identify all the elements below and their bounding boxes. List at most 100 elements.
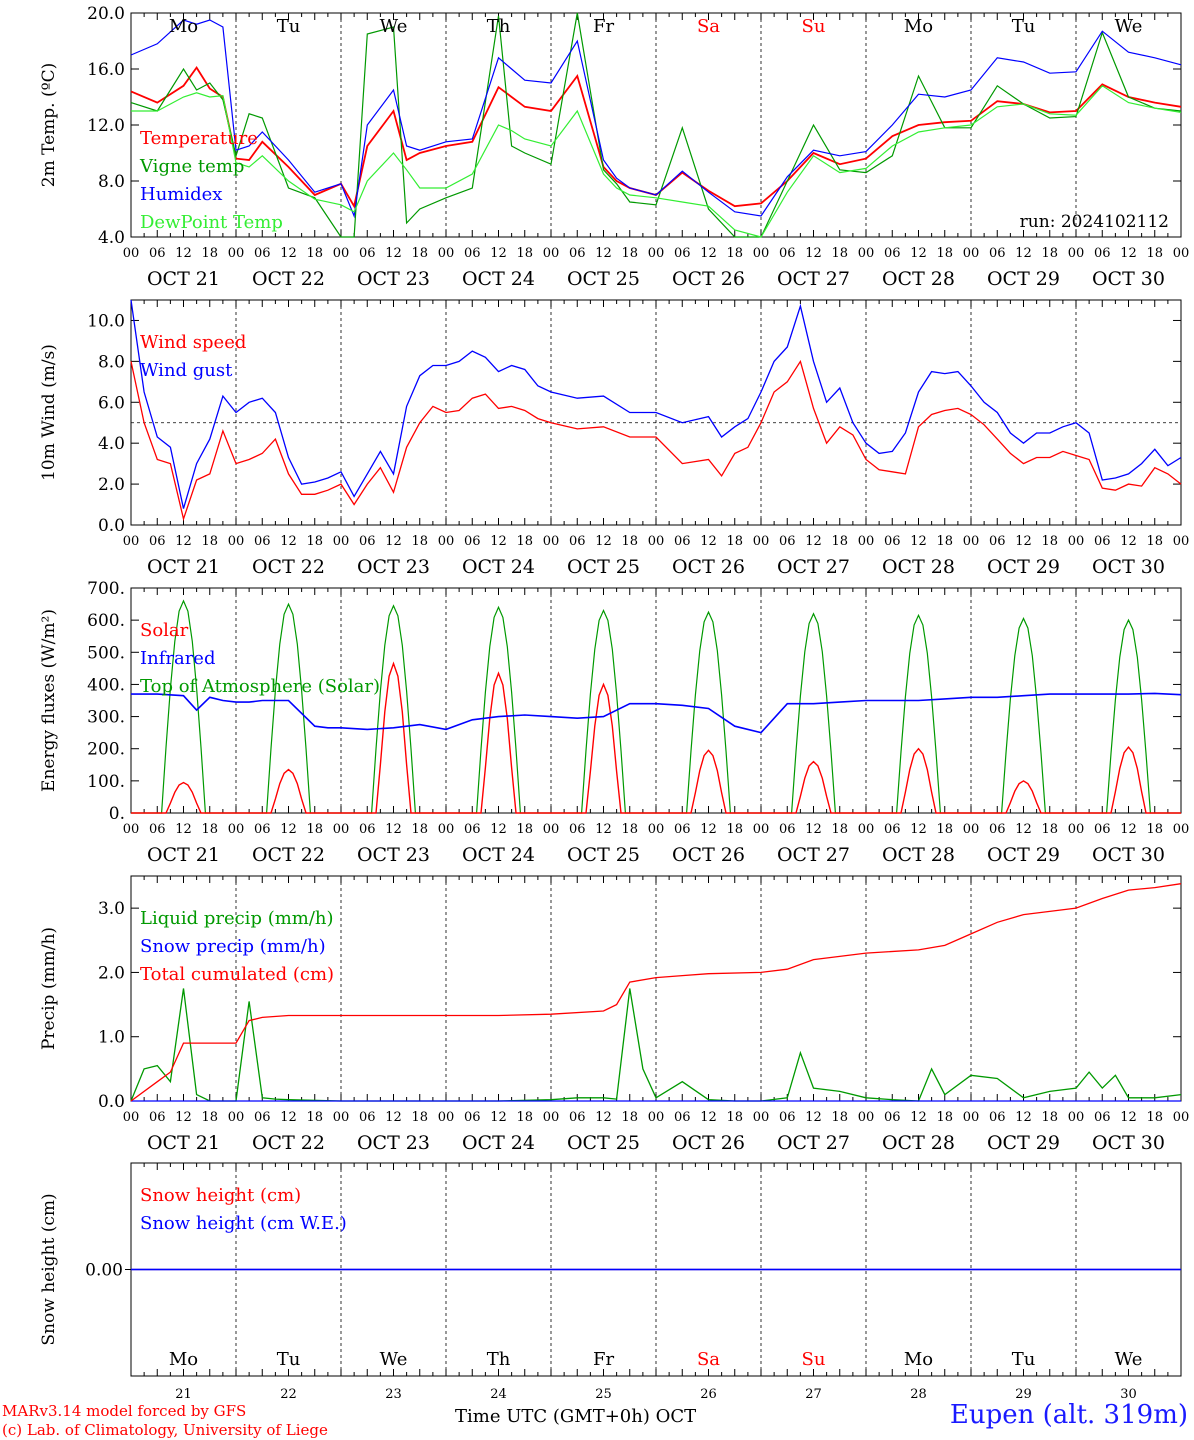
legend-entry: Liquid precip (mm/h) — [140, 908, 334, 929]
series-line-1 — [130, 299, 1182, 509]
hour-tick-label: 12 — [1120, 246, 1137, 261]
y-tick-label: 8.0 — [98, 172, 125, 192]
hour-tick-label: 00 — [123, 822, 140, 837]
date-label: OCT 29 — [987, 1132, 1060, 1154]
hour-tick-label: 00 — [648, 534, 665, 549]
y-tick-label: 600. — [87, 611, 125, 631]
weekday-label: Sa — [697, 16, 720, 37]
hour-tick-label: 18 — [411, 246, 428, 261]
y-axis-label: Energy fluxes (W/m²) — [39, 609, 59, 792]
hour-tick-label: 12 — [385, 246, 402, 261]
hour-tick-label: 12 — [910, 534, 927, 549]
hour-tick-label: 06 — [989, 822, 1006, 837]
hour-tick-label: 00 — [228, 246, 245, 261]
hour-tick-label: 06 — [884, 1110, 901, 1125]
weekday-label: Tu — [277, 1349, 301, 1370]
hour-tick-label: 12 — [700, 246, 717, 261]
hour-tick-label: 06 — [254, 1110, 271, 1125]
hour-tick-label: 18 — [306, 246, 323, 261]
date-label: OCT 24 — [462, 268, 535, 290]
hour-tick-label: 12 — [595, 534, 612, 549]
hour-tick-label: 06 — [779, 534, 796, 549]
hour-tick-label: 18 — [201, 1110, 218, 1125]
hour-tick-label: 00 — [1173, 822, 1190, 837]
hour-tick-label: 12 — [280, 1110, 297, 1125]
date-label: OCT 29 — [987, 268, 1060, 290]
weekday-label: Mo — [904, 16, 933, 37]
weekday-label: Tu — [1012, 1349, 1036, 1370]
weekday-label: Fr — [593, 1349, 614, 1370]
date-label: OCT 29 — [987, 556, 1060, 578]
hour-tick-label: 06 — [359, 534, 376, 549]
date-label: OCT 22 — [252, 844, 325, 866]
hour-tick-label: 12 — [700, 1110, 717, 1125]
hour-tick-label: 06 — [1094, 246, 1111, 261]
day-number-label: 30 — [1120, 1387, 1137, 1402]
hour-tick-label: 18 — [201, 246, 218, 261]
weekday-label: Su — [802, 16, 826, 37]
series-line-infrared — [131, 692, 1182, 734]
hour-tick-label: 18 — [516, 1110, 533, 1125]
date-label: OCT 22 — [252, 556, 325, 578]
hour-tick-label: 18 — [621, 534, 638, 549]
hour-tick-label: 00 — [858, 822, 875, 837]
day-number-label: 21 — [175, 1387, 192, 1402]
date-label: OCT 24 — [462, 844, 535, 866]
date-label: OCT 28 — [882, 556, 955, 578]
run-annotation: run: 2024102112 — [1020, 212, 1169, 232]
hour-tick-label: 06 — [464, 534, 481, 549]
hour-tick-label: 06 — [464, 822, 481, 837]
weekday-label: We — [1115, 16, 1143, 37]
series-line-0 — [130, 359, 1182, 522]
hour-tick-label: 12 — [595, 822, 612, 837]
hour-tick-label: 06 — [254, 534, 271, 549]
hour-tick-label: 12 — [700, 822, 717, 837]
hour-tick-label: 06 — [359, 246, 376, 261]
hour-tick-label: 00 — [753, 822, 770, 837]
y-tick-label: 0.0 — [98, 516, 125, 536]
date-label: OCT 28 — [882, 1132, 955, 1154]
hour-tick-label: 00 — [1068, 246, 1085, 261]
hour-tick-label: 12 — [700, 534, 717, 549]
hour-tick-label: 12 — [385, 534, 402, 549]
hour-tick-label: 00 — [648, 1110, 665, 1125]
date-label: OCT 30 — [1092, 556, 1165, 578]
date-label: OCT 26 — [672, 268, 745, 290]
hour-tick-label: 12 — [280, 822, 297, 837]
hour-tick-label: 00 — [753, 534, 770, 549]
hour-tick-label: 18 — [936, 246, 953, 261]
date-label: OCT 30 — [1092, 1132, 1165, 1154]
hour-tick-label: 00 — [1068, 822, 1085, 837]
hour-tick-label: 00 — [1173, 534, 1190, 549]
y-tick-label: 0.00 — [85, 1261, 123, 1281]
y-tick-label: 200. — [87, 740, 125, 760]
hour-tick-label: 18 — [1041, 822, 1058, 837]
hour-tick-label: 18 — [621, 822, 638, 837]
hour-tick-label: 18 — [936, 1110, 953, 1125]
hour-tick-label: 06 — [884, 246, 901, 261]
hour-tick-label: 00 — [648, 246, 665, 261]
hour-tick-label: 06 — [674, 534, 691, 549]
weekday-label: Sa — [697, 1349, 720, 1370]
hour-tick-label: 00 — [123, 534, 140, 549]
day-number-label: 26 — [700, 1387, 717, 1402]
hour-tick-label: 06 — [779, 1110, 796, 1125]
hour-tick-label: 00 — [753, 246, 770, 261]
series-line-2 — [130, 19, 1182, 219]
weekday-label: Tu — [277, 16, 301, 37]
hour-tick-label: 06 — [884, 534, 901, 549]
day-number-label: 27 — [805, 1387, 822, 1402]
legend-entry: Wind speed — [140, 332, 246, 353]
hour-tick-label: 12 — [910, 246, 927, 261]
hour-tick-label: 12 — [1015, 822, 1032, 837]
date-label: OCT 25 — [567, 556, 640, 578]
date-label: OCT 23 — [357, 844, 430, 866]
date-label: OCT 30 — [1092, 844, 1165, 866]
y-tick-label: 400. — [87, 675, 125, 695]
hour-tick-label: 18 — [201, 534, 218, 549]
date-label: OCT 24 — [462, 1132, 535, 1154]
hour-tick-label: 06 — [569, 534, 586, 549]
hour-tick-label: 00 — [438, 534, 455, 549]
hour-tick-label: 06 — [359, 822, 376, 837]
hour-tick-label: 18 — [726, 822, 743, 837]
